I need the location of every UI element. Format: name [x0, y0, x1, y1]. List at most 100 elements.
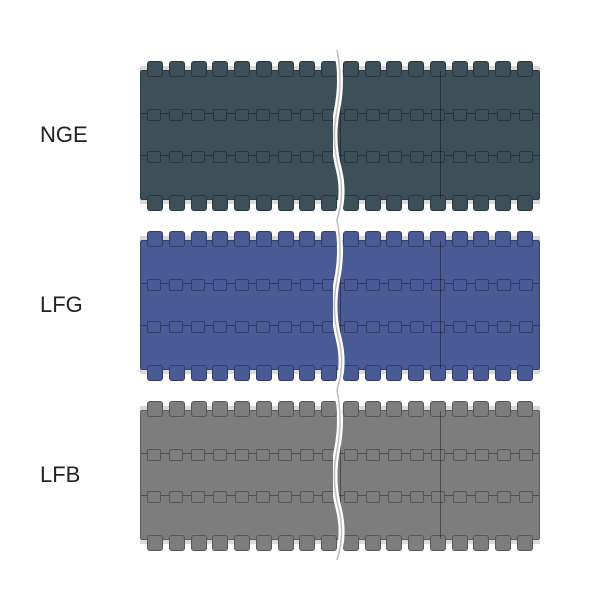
tooth-icon	[191, 365, 207, 381]
hinge-nub-icon	[191, 491, 205, 503]
hinge-nub-icon	[235, 321, 249, 333]
hinge-nub-icon	[410, 491, 424, 503]
hinge-nub-icon	[388, 279, 402, 291]
tooth-icon	[212, 195, 228, 211]
tooth-icon	[365, 231, 381, 247]
hinge-nub-icon	[453, 449, 467, 461]
tooth-icon	[365, 401, 381, 417]
tooth-icon	[495, 365, 511, 381]
tooth-icon	[386, 231, 402, 247]
tooth-icon	[147, 231, 163, 247]
hinge-nub-icon	[322, 151, 336, 163]
module-split	[440, 241, 441, 369]
hinge-nub-icon	[519, 491, 533, 503]
hinge-nub-icon	[388, 321, 402, 333]
tooth-icon	[430, 401, 446, 417]
hinge-nub-icon	[213, 151, 227, 163]
tooth-icon	[147, 195, 163, 211]
tooth-icon	[517, 61, 533, 77]
tooth-icon	[212, 365, 228, 381]
tooth-icon	[256, 535, 272, 551]
swatch-label: LFB	[40, 462, 80, 488]
hinge-nub-icon	[191, 321, 205, 333]
hinge-nub-icon	[300, 449, 314, 461]
hinge-nub-icon	[388, 151, 402, 163]
tooth-icon	[212, 401, 228, 417]
hinge-nub-icon	[235, 151, 249, 163]
tooth-icon	[278, 231, 294, 247]
tooth-icon	[408, 61, 424, 77]
tooth-icon	[299, 535, 315, 551]
tooth-icon	[473, 195, 489, 211]
tooth-icon	[430, 61, 446, 77]
tooth-icon	[386, 365, 402, 381]
tooth-icon	[495, 401, 511, 417]
tooth-icon	[278, 61, 294, 77]
hinge-nub-icon	[453, 151, 467, 163]
hinge-nub-icon	[235, 279, 249, 291]
tooth-icon	[343, 365, 359, 381]
swatch-label: NGE	[40, 122, 88, 148]
hinge-nub-icon	[344, 151, 358, 163]
hinge-nub-icon	[322, 109, 336, 121]
tooth-icon	[191, 231, 207, 247]
tooth-icon	[191, 401, 207, 417]
tooth-icon	[278, 401, 294, 417]
hinge-nub-icon	[256, 321, 270, 333]
hinge-nub-icon	[344, 109, 358, 121]
tooth-icon	[452, 61, 468, 77]
hinge-nub-icon	[191, 151, 205, 163]
tooth-icon	[147, 401, 163, 417]
hinge-nub-icon	[475, 449, 489, 461]
hinge-nub-icon	[453, 109, 467, 121]
tooth-icon	[234, 61, 250, 77]
tooth-icon	[256, 231, 272, 247]
hinge-nub-icon	[519, 279, 533, 291]
tooth-icon	[147, 61, 163, 77]
hinge-nub-icon	[410, 151, 424, 163]
tooth-icon	[321, 365, 337, 381]
hinge-nub-icon	[475, 109, 489, 121]
hinge-nub-icon	[366, 491, 380, 503]
hinge-nub-icon	[410, 109, 424, 121]
tooth-icon	[191, 61, 207, 77]
hinge-nub-icon	[497, 321, 511, 333]
tooth-icon	[452, 401, 468, 417]
hinge-nub-icon	[453, 321, 467, 333]
hinge-nub-icon	[475, 279, 489, 291]
tooth-icon	[299, 231, 315, 247]
tooth-icon	[517, 401, 533, 417]
hinge-nub-icon	[147, 449, 161, 461]
tooth-icon	[191, 195, 207, 211]
hinge-nub-icon	[235, 449, 249, 461]
hinge-nub-icon	[256, 151, 270, 163]
hinge-nub-icon	[300, 109, 314, 121]
belt-graphic	[140, 60, 540, 210]
belt-body	[140, 240, 540, 370]
tooth-icon	[386, 535, 402, 551]
hinge-nub-icon	[147, 151, 161, 163]
tooth-icon	[256, 365, 272, 381]
hinge-nub-icon	[191, 449, 205, 461]
tooth-icon	[169, 401, 185, 417]
tooth-icon	[365, 195, 381, 211]
tooth-icon	[234, 401, 250, 417]
tooth-icon	[408, 231, 424, 247]
tooth-icon	[169, 195, 185, 211]
tooth-icon	[321, 231, 337, 247]
module-split	[440, 71, 441, 199]
hinge-nub-icon	[278, 449, 292, 461]
tooth-icon	[365, 535, 381, 551]
tooth-icon	[495, 195, 511, 211]
tooth-icon	[278, 535, 294, 551]
hinge-nub-icon	[169, 491, 183, 503]
tooth-icon	[473, 231, 489, 247]
hinge-nub-icon	[235, 491, 249, 503]
tooth-icon	[386, 61, 402, 77]
tooth-icon	[408, 535, 424, 551]
tooth-icon	[495, 535, 511, 551]
tooth-icon	[473, 401, 489, 417]
hinge-nub-icon	[256, 109, 270, 121]
tooth-icon	[430, 195, 446, 211]
tooth-icon	[212, 535, 228, 551]
